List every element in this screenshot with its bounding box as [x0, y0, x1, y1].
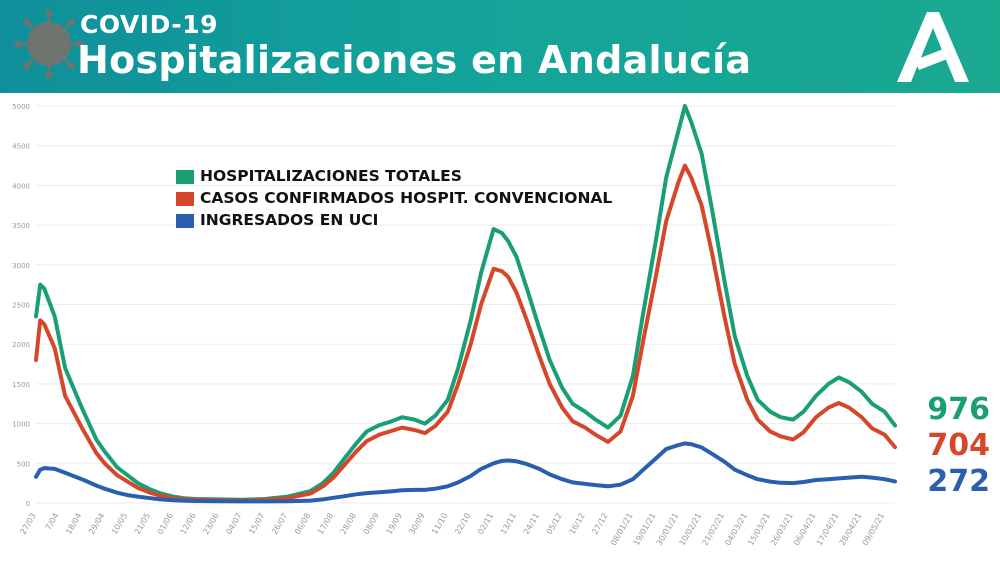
x-tick-label: 15/07 [247, 512, 266, 536]
x-tick-label: 28/08 [339, 512, 358, 536]
x-tick-label: 24/11 [522, 512, 541, 536]
y-tick-label: 0 [26, 500, 30, 508]
x-tick-label: 02/11 [476, 512, 495, 536]
x-tick-label: 26/03/21 [769, 512, 795, 548]
legend-label-uci: INGRESADOS EN UCI [200, 211, 379, 229]
line-chart: 0 500 1000 1500 2000 2500 3000 3500 4000 4500 5000… [12, 103, 897, 548]
x-tick-label: 27/03 [18, 512, 37, 536]
x-tick-label: 23/06 [201, 512, 220, 536]
x-tick-label: 28/04/21 [838, 512, 864, 548]
legend-label-total: HOSPITALIZACIONES TOTALES [200, 167, 462, 185]
x-tick-label: 30/09 [407, 512, 426, 536]
final-value-convencional: 704 [927, 428, 990, 463]
y-tick-label: 2500 [12, 302, 30, 310]
y-tick-label: 4500 [12, 143, 30, 151]
x-tick-label: 09/05/21 [861, 512, 887, 548]
x-tick-label: 17/08 [316, 512, 335, 536]
y-axis: 0 500 1000 1500 2000 2500 3000 3500 4000 4500 5000 [12, 103, 30, 508]
x-tick-label: 11/10 [430, 512, 449, 536]
x-tick-label: 30/01/21 [655, 512, 681, 548]
legend-swatch-uci [176, 214, 194, 228]
x-tick-label: 13/11 [499, 512, 518, 536]
y-tick-label: 1000 [12, 421, 30, 429]
y-tick-label: 3500 [12, 222, 30, 230]
x-tick-label: 10/02/21 [678, 512, 704, 548]
x-tick-label: 04/07 [224, 512, 243, 536]
x-tick-label: 26/07 [270, 512, 289, 536]
x-tick-label: 08/01/21 [609, 512, 635, 548]
x-tick-label: 04/03/21 [723, 512, 749, 548]
chart-lines [34, 104, 897, 504]
series-line-1 [34, 163, 897, 503]
x-tick-label: 7/04 [44, 512, 61, 532]
x-tick-label: 05/12 [545, 512, 564, 536]
legend-swatch-total [176, 170, 194, 184]
legend-swatch-convencional [176, 192, 194, 206]
x-tick-label: 21/02/21 [700, 512, 726, 548]
series-line-0 [34, 104, 897, 502]
x-tick-label: 06/08 [293, 512, 312, 536]
x-tick-label: 21/05 [133, 512, 152, 536]
coronavirus-icon [14, 9, 84, 79]
final-value-uci: 272 [927, 464, 990, 499]
header-banner: COVID-19 Hospitalizaciones en Andalucía [0, 0, 1000, 93]
x-tick-label: 17/04/21 [815, 512, 841, 548]
x-tick-label: 06/04/21 [792, 512, 818, 548]
y-tick-label: 3000 [12, 262, 30, 270]
final-value-total: 976 [927, 392, 990, 427]
y-tick-label: 1500 [12, 381, 30, 389]
x-tick-label: 12/06 [179, 512, 198, 536]
x-axis: 27/03 7/04 18/04 29/04 10/05 21/05 01/06 12/06 2… [18, 512, 886, 548]
header-subtitle: COVID-19 [80, 10, 218, 39]
y-tick-label: 2000 [12, 341, 30, 349]
x-tick-label: 19/01/21 [632, 512, 658, 548]
x-tick-label: 22/10 [453, 512, 472, 536]
y-tick-label: 500 [17, 460, 30, 468]
x-tick-label: 01/06 [156, 512, 175, 536]
x-tick-label: 27/12 [590, 512, 609, 536]
x-tick-label: 18/04 [64, 512, 83, 536]
junta-andalucia-logo-icon [897, 12, 969, 82]
legend-label-convencional: CASOS CONFIRMADOS HOSPIT. CONVENCIONAL [200, 189, 613, 207]
page-title: Hospitalizaciones en Andalucía [77, 38, 752, 82]
series-line-2 [34, 441, 897, 504]
y-tick-label: 4000 [12, 182, 30, 190]
y-tick-label: 5000 [12, 103, 30, 111]
x-tick-label: 29/04 [87, 512, 106, 536]
x-tick-label: 19/09 [384, 512, 403, 536]
chart-grid [36, 105, 895, 504]
x-tick-label: 16/12 [568, 512, 587, 536]
x-tick-label: 08/09 [362, 512, 381, 536]
x-tick-label: 15/03/21 [746, 512, 772, 548]
x-tick-label: 10/05 [110, 512, 129, 536]
